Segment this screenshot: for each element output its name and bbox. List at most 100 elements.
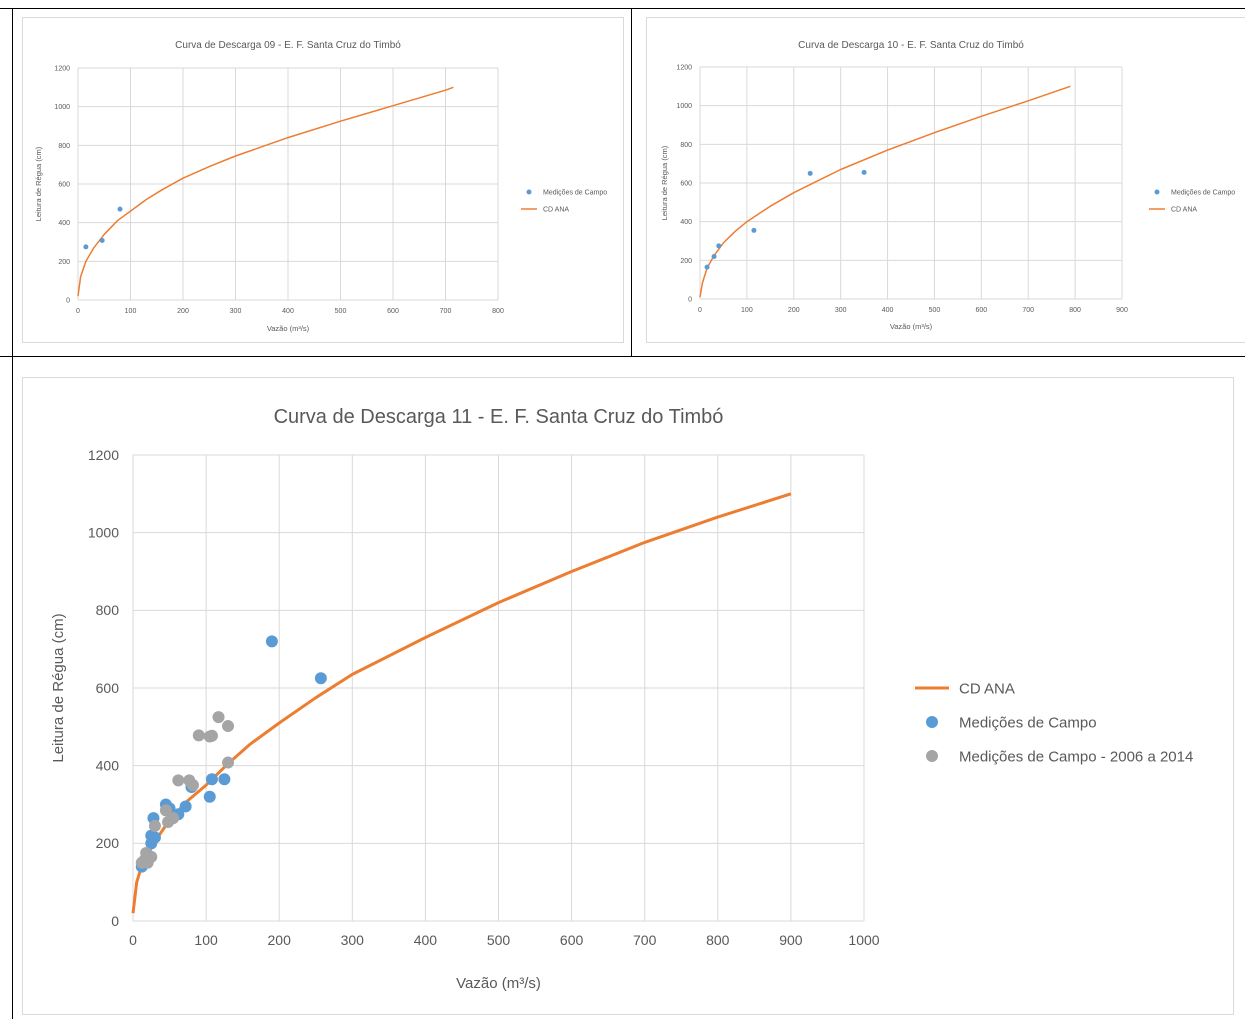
x-axis-label: Vazão (m³/s) [890, 322, 933, 331]
y-tick-label: 1200 [54, 65, 70, 72]
x-tick-label: 400 [282, 308, 294, 315]
x-tick-label: 200 [788, 307, 800, 314]
data-point-field [99, 237, 105, 243]
legend-dot-marker [526, 189, 532, 195]
y-tick-label: 0 [688, 296, 692, 303]
data-point-field [117, 206, 123, 212]
x-tick-label: 100 [194, 932, 218, 948]
x-tick-label: 600 [975, 307, 987, 314]
data-point-historic [192, 729, 205, 742]
legend-label: CD ANA [543, 206, 569, 213]
x-tick-label: 300 [835, 307, 847, 314]
y-tick-label: 200 [680, 258, 692, 265]
x-tick-label: 600 [560, 932, 584, 948]
y-tick-label: 0 [66, 297, 70, 304]
chart-title: Curva de Descarga 11 - E. F. Santa Cruz … [274, 406, 724, 428]
series-line-cd-ana [131, 492, 792, 914]
x-tick-label: 100 [125, 308, 137, 315]
legend-label: CD ANA [1171, 206, 1197, 213]
x-tick-label: 900 [1116, 307, 1128, 314]
data-point-historic [222, 720, 235, 733]
x-tick-label: 300 [341, 932, 365, 948]
data-point-historic [167, 812, 180, 825]
data-point-historic [172, 774, 185, 787]
x-tick-label: 0 [76, 308, 80, 315]
data-point-field [203, 790, 216, 803]
x-tick-label: 0 [129, 932, 137, 948]
data-point-field [861, 169, 867, 175]
legend-dot-marker [926, 716, 938, 728]
frame-center-border [631, 8, 632, 356]
x-tick-label: 500 [335, 308, 347, 315]
y-tick-label: 800 [58, 143, 70, 150]
x-tick-label: 700 [1022, 307, 1034, 314]
data-point-historic [186, 779, 199, 792]
y-tick-label: 600 [96, 680, 120, 696]
x-tick-label: 200 [268, 932, 292, 948]
y-axis-label: Leitura de Régua (cm) [660, 145, 669, 220]
data-point-field [218, 773, 231, 786]
x-tick-label: 900 [779, 932, 803, 948]
frame-middle-border [0, 356, 1245, 357]
x-tick-label: 0 [698, 307, 702, 314]
x-tick-label: 800 [706, 932, 730, 948]
chart-title: Curva de Descarga 10 - E. F. Santa Cruz … [798, 40, 1024, 51]
data-point-field [265, 635, 278, 648]
data-point-field [83, 244, 89, 250]
y-tick-label: 600 [680, 180, 692, 187]
y-tick-label: 1200 [88, 447, 119, 463]
data-point-historic [222, 756, 235, 769]
y-tick-label: 1000 [88, 525, 119, 541]
data-point-field [148, 831, 161, 844]
legend-label: Medições de Campo [959, 714, 1097, 731]
chart-11-svg: Curva de Descarga 11 - E. F. Santa Cruz … [50, 406, 1193, 992]
data-point-historic [205, 729, 218, 742]
x-axis-label: Vazão (m³/s) [267, 324, 310, 333]
data-point-historic [148, 819, 161, 832]
x-tick-label: 400 [882, 307, 894, 314]
y-tick-label: 400 [96, 758, 120, 774]
x-tick-label: 800 [492, 308, 504, 315]
x-tick-label: 800 [1069, 307, 1081, 314]
x-tick-label: 100 [741, 307, 753, 314]
chart-09-panel: Curva de Descarga 09 - E. F. Santa Cruz … [22, 17, 624, 343]
chart-title: Curva de Descarga 09 - E. F. Santa Cruz … [175, 40, 401, 51]
legend-dot-marker [926, 750, 938, 762]
data-point-field [711, 253, 717, 259]
x-tick-label: 500 [487, 932, 511, 948]
y-tick-label: 400 [680, 219, 692, 226]
y-tick-label: 800 [96, 602, 120, 618]
chart-10-panel: Curva de Descarga 10 - E. F. Santa Cruz … [646, 17, 1245, 343]
data-point-historic [145, 850, 158, 863]
y-tick-label: 200 [58, 259, 70, 266]
data-point-field [807, 170, 813, 176]
x-tick-label: 600 [387, 308, 399, 315]
data-point-field [205, 773, 218, 786]
x-tick-label: 300 [230, 308, 242, 315]
legend-label: Medições de Campo [1171, 189, 1235, 196]
x-tick-label: 200 [177, 308, 189, 315]
y-tick-label: 1000 [54, 104, 70, 111]
y-tick-label: 200 [96, 835, 120, 851]
chart-09-svg: Curva de Descarga 09 - E. F. Santa Cruz … [34, 40, 607, 333]
data-point-field [751, 227, 757, 233]
legend-label: Medições de Campo [543, 189, 607, 196]
data-point-field [314, 672, 327, 685]
y-tick-label: 0 [111, 913, 119, 929]
x-tick-label: 500 [929, 307, 941, 314]
x-tick-label: 700 [440, 308, 452, 315]
y-tick-label: 800 [680, 142, 692, 149]
chart-11-panel: Curva de Descarga 11 - E. F. Santa Cruz … [22, 377, 1234, 1015]
y-tick-label: 1200 [676, 64, 692, 71]
chart-10-svg: Curva de Descarga 10 - E. F. Santa Cruz … [660, 40, 1235, 331]
legend-dot-marker [1154, 189, 1160, 195]
legend-label: Medições de Campo - 2006 a 2014 [959, 748, 1193, 765]
frame-top-border [0, 8, 1245, 9]
x-tick-label: 1000 [848, 932, 879, 948]
data-point-field [704, 264, 710, 270]
x-axis-label: Vazão (m³/s) [456, 975, 541, 992]
data-point-historic [212, 711, 225, 724]
y-tick-label: 400 [58, 220, 70, 227]
frame-left-border [12, 8, 13, 1019]
